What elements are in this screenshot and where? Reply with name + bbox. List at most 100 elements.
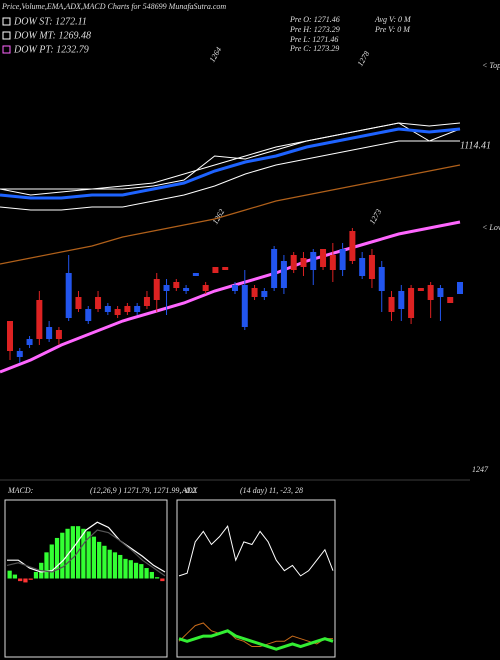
candle-body [202, 285, 209, 291]
histogram-bar [28, 578, 33, 580]
histogram-bar [128, 560, 133, 579]
histogram-bar [154, 577, 160, 579]
histogram-bar [86, 531, 91, 579]
histogram-bar [23, 578, 28, 583]
legend-label: DOW ST: 1272.11 [13, 16, 87, 27]
candle-body [143, 297, 150, 306]
price-info: Pre V: 0 M [374, 25, 411, 34]
annotation: < Lows [482, 223, 500, 232]
candle-body [85, 309, 92, 321]
candle-body [378, 267, 385, 291]
histogram-bar [139, 564, 144, 579]
candle-body [95, 297, 102, 309]
candle-body [280, 261, 287, 288]
histogram-bar [123, 558, 128, 579]
histogram-bar [144, 568, 149, 579]
price-info: Pre O: 1271.46 [289, 15, 340, 24]
candle-body [447, 297, 454, 303]
histogram-bar [81, 528, 86, 579]
adx-frame [176, 499, 336, 658]
candle-body [104, 306, 111, 312]
candle-body [359, 258, 366, 276]
candle-body [417, 288, 424, 291]
candle-body [173, 282, 180, 288]
candle-body [192, 273, 199, 276]
candle-body [7, 321, 13, 351]
series-line [178, 622, 333, 648]
candle-body [388, 297, 395, 312]
histogram-bar [60, 532, 65, 579]
legend-swatch [2, 31, 11, 40]
price-info: Pre C: 1273.29 [289, 44, 339, 53]
panel-label: MACD: [7, 486, 34, 495]
candle-body [183, 288, 190, 291]
price-info: Pre H: 1273.29 [289, 25, 340, 34]
candle-body [290, 255, 297, 270]
series-line [7, 521, 166, 573]
candle-body [329, 255, 336, 270]
price-info: Avg V: 0 M [374, 15, 412, 24]
histogram-bar [149, 571, 154, 579]
candle-body [368, 255, 375, 279]
panel-label: ADX [181, 486, 199, 495]
panel-params: (12,26,9 ) 1271.79, 1271.99, -0.2 [90, 486, 196, 495]
candle-body [457, 282, 463, 294]
histogram-bar [54, 537, 60, 579]
histogram-bar [49, 544, 54, 579]
histogram-bar [12, 574, 18, 579]
legend-label: DOW MT: 1269.48 [13, 30, 91, 41]
candle-body [55, 330, 62, 339]
candle-body [134, 306, 141, 312]
series-line [0, 220, 461, 374]
series-line [0, 164, 461, 265]
histogram-bar [107, 549, 112, 579]
candle-body [427, 285, 434, 300]
histogram-bar [18, 578, 23, 582]
candle-body [408, 288, 415, 318]
panel-params: (14 day) 11, -23, 28 [240, 486, 303, 495]
candle-body [65, 273, 72, 318]
chart-title: Price,Volume,EMA,ADX,MACD Charts for 548… [1, 2, 226, 11]
candle-body [75, 297, 82, 309]
candle-body [261, 291, 268, 297]
annotation: < Tops [482, 61, 500, 70]
legend-label: DOW PT: 1232.79 [13, 44, 89, 55]
histogram-bar [44, 552, 49, 579]
annotation: 1247 [472, 465, 489, 474]
candle-body [310, 252, 317, 270]
candle-body [124, 306, 131, 312]
legend-swatch [2, 17, 11, 26]
series-line [0, 122, 461, 196]
candle-body [153, 279, 160, 300]
candle-body [163, 285, 170, 291]
histogram-bar [91, 536, 97, 579]
candle-body [339, 249, 346, 270]
candle-body [251, 288, 258, 297]
candle-body [232, 285, 238, 291]
candle-body [349, 231, 356, 261]
candle-body [241, 285, 248, 327]
series-line [0, 140, 460, 211]
candle-body [222, 267, 229, 270]
candle-body [437, 288, 444, 297]
annotation: 1114.41 [460, 140, 491, 151]
candle-body [212, 267, 219, 273]
legend-swatch [2, 45, 11, 54]
candle-body [16, 351, 23, 357]
series-line [6, 529, 166, 577]
candle-body [398, 291, 405, 309]
candle-body [36, 300, 43, 339]
series-line [178, 629, 334, 651]
candle-body [320, 249, 327, 267]
histogram-bar [33, 571, 39, 579]
histogram-bar [160, 578, 165, 582]
candle-body [300, 258, 307, 267]
histogram-bar [65, 528, 70, 579]
histogram-bar [118, 554, 123, 579]
macd-frame [4, 499, 168, 658]
histogram-bar [133, 562, 139, 579]
price-info: Pre L: 1271.46 [289, 35, 338, 44]
